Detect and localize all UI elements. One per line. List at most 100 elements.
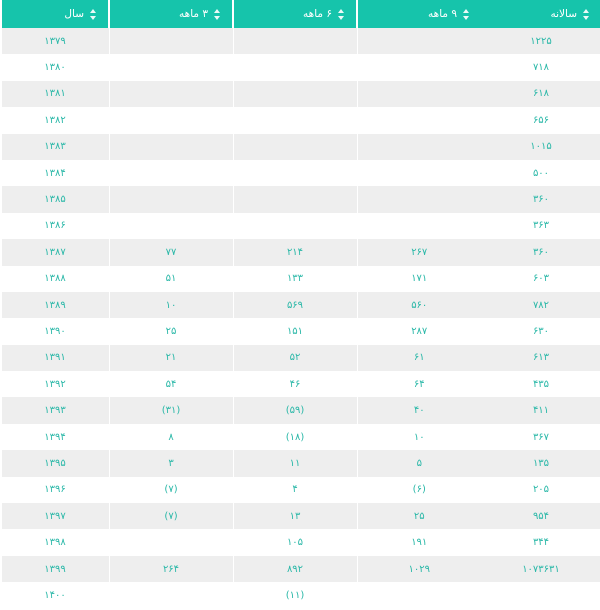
cell-annual: ۲۰۵ [480, 477, 600, 503]
cell-six-month: ۱۱ [232, 450, 356, 476]
cell-three-month: (۷) [108, 503, 232, 529]
cell-six-month: ۵۲ [232, 345, 356, 371]
cell-annual: ۶۵۶ [480, 107, 600, 133]
table-row: ۷۱۸ ۱۳۸۰ [0, 54, 600, 80]
column-header-three-month[interactable]: ۳ ماهه [108, 0, 232, 28]
cell-three-month [108, 107, 232, 133]
cell-nine-month: ۵۶۰ [356, 292, 480, 318]
cell-nine-month: ۱۹۱ [356, 529, 480, 555]
table-row: ۱۲۲۵ ۱۳۷۹ [0, 28, 600, 54]
cell-three-month: (۳۱) [108, 397, 232, 423]
table-row: ۳۶۰ ۲۶۷ ۲۱۴ ۷۷ ۱۳۸۷ [0, 239, 600, 265]
cell-three-month: ۸ [108, 424, 232, 450]
cell-three-month: (۷) [108, 477, 232, 503]
cell-year: ۱۳۹۹ [0, 556, 108, 582]
cell-year: ۱۳۸۲ [0, 107, 108, 133]
cell-three-month: ۵۱ [108, 266, 232, 292]
column-header-label: ۶ ماهه [302, 9, 331, 20]
cell-year: ۱۳۹۴ [0, 424, 108, 450]
cell-nine-month: ۲۵ [356, 503, 480, 529]
cell-six-month: (۵۹) [232, 397, 356, 423]
column-header-label: ۳ ماهه [178, 9, 207, 20]
cell-nine-month [356, 582, 480, 608]
cell-six-month [232, 160, 356, 186]
cell-nine-month: ۴۰ [356, 397, 480, 423]
cell-annual: ۴۳۵ [480, 371, 600, 397]
cell-annual: ۶۳۰ [480, 318, 600, 344]
table-row: ۶۵۶ ۱۳۸۲ [0, 107, 600, 133]
cell-year: ۱۳۸۹ [0, 292, 108, 318]
cell-six-month: ۱۵۱ [232, 318, 356, 344]
cell-three-month [108, 529, 232, 555]
cell-annual: ۳۶۰ [480, 186, 600, 212]
table-row: ۶۱۳ ۶۱ ۵۲ ۲۱ ۱۳۹۱ [0, 345, 600, 371]
table-row: (۱۱) ۱۴۰۰ [0, 582, 600, 608]
cell-three-month [108, 54, 232, 80]
cell-three-month: ۲۵ [108, 318, 232, 344]
cell-nine-month [356, 81, 480, 107]
column-header-nine-month[interactable]: ۹ ماهه [356, 0, 480, 28]
cell-year: ۱۳۹۲ [0, 371, 108, 397]
cell-six-month: ۵۶۹ [232, 292, 356, 318]
cell-six-month: ۴ [232, 477, 356, 503]
sort-updown-icon[interactable] [336, 9, 345, 20]
sort-updown-icon[interactable] [461, 9, 470, 20]
cell-nine-month: ۲۸۷ [356, 318, 480, 344]
cell-six-month [232, 213, 356, 239]
cell-year: ۱۳۸۷ [0, 239, 108, 265]
cell-six-month: ۲۱۴ [232, 239, 356, 265]
table-row: ۶۳۰ ۲۸۷ ۱۵۱ ۲۵ ۱۳۹۰ [0, 318, 600, 344]
cell-annual: ۷۱۸ [480, 54, 600, 80]
cell-six-month: (۱۱) [232, 582, 356, 608]
cell-annual: ۳۶۳ [480, 213, 600, 239]
cell-three-month: ۵۴ [108, 371, 232, 397]
cell-three-month [108, 81, 232, 107]
sort-updown-icon[interactable] [581, 9, 590, 20]
cell-nine-month [356, 28, 480, 54]
cell-nine-month: (۶) [356, 477, 480, 503]
cell-six-month: ۱۳ [232, 503, 356, 529]
table-row: ۳۶۳ ۱۳۸۶ [0, 213, 600, 239]
column-header-label: سالانه [549, 9, 576, 20]
cell-annual: ۶۱۳ [480, 345, 600, 371]
cell-annual: ۵۰۰ [480, 160, 600, 186]
table-body: ۱۲۲۵ ۱۳۷۹ ۷۱۸ ۱۳۸۰ ۶۱۸ ۱۳۸۱ ۶۵۶ ۱۳۸۲ ۱۰۱۵ ۱۳۸۳ ۵۰۰… [0, 28, 600, 609]
cell-three-month: ۷۷ [108, 239, 232, 265]
cell-annual: ۱۳۵ [480, 450, 600, 476]
cell-nine-month: ۶۱ [356, 345, 480, 371]
cell-year: ۱۳۸۸ [0, 266, 108, 292]
cell-nine-month [356, 213, 480, 239]
table-row: ۱۰۷۳۶۳۱ ۱۰۲۹ ۸۹۲ ۲۶۴ ۱۳۹۹ [0, 556, 600, 582]
table-row: ۷۸۲ ۵۶۰ ۵۶۹ ۱۰ ۱۳۸۹ [0, 292, 600, 318]
cell-three-month: ۲۶۴ [108, 556, 232, 582]
cell-year: ۱۳۸۳ [0, 134, 108, 160]
cell-three-month [108, 160, 232, 186]
cell-annual [480, 582, 600, 608]
cell-year: ۱۳۸۴ [0, 160, 108, 186]
table-row: ۴۳۵ ۶۴ ۴۶ ۵۴ ۱۳۹۲ [0, 371, 600, 397]
cell-year: ۱۳۹۵ [0, 450, 108, 476]
cell-six-month: ۱۳۳ [232, 266, 356, 292]
cell-annual: ۳۴۴ [480, 529, 600, 555]
cell-nine-month [356, 134, 480, 160]
sort-updown-icon[interactable] [88, 9, 97, 20]
table-row: ۵۰۰ ۱۳۸۴ [0, 160, 600, 186]
cell-year: ۱۳۸۶ [0, 213, 108, 239]
cell-annual: ۶۰۳ [480, 266, 600, 292]
cell-year: ۱۳۸۵ [0, 186, 108, 212]
cell-nine-month: ۱۰۲۹ [356, 556, 480, 582]
cell-six-month [232, 134, 356, 160]
column-header-year[interactable]: سال [0, 0, 108, 28]
cell-annual: ۱۰۷۳۶۳۱ [480, 556, 600, 582]
table-row: ۶۱۸ ۱۳۸۱ [0, 81, 600, 107]
column-header-six-month[interactable]: ۶ ماهه [232, 0, 356, 28]
cell-three-month [108, 134, 232, 160]
cell-annual: ۱۲۲۵ [480, 28, 600, 54]
financial-table-container: سالانه ۹ ماهه ۶ ماهه [0, 0, 600, 610]
cell-year: ۱۳۸۰ [0, 54, 108, 80]
column-header-annual[interactable]: سالانه [480, 0, 600, 28]
cell-six-month [232, 81, 356, 107]
column-header-label: ۹ ماهه [427, 9, 456, 20]
sort-updown-icon[interactable] [212, 9, 221, 20]
cell-year: ۱۳۹۱ [0, 345, 108, 371]
